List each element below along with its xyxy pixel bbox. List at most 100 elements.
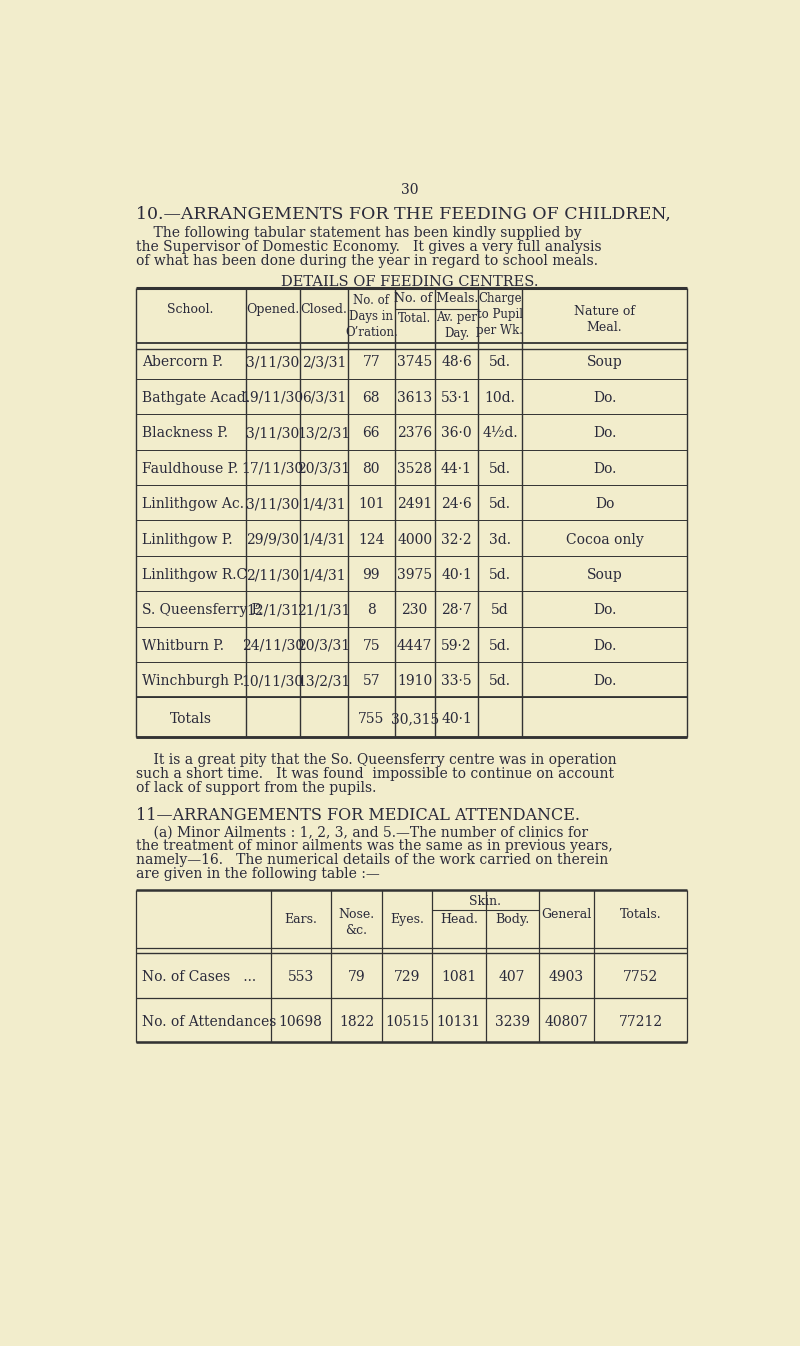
Text: S. Queensferry P.: S. Queensferry P. — [142, 603, 262, 618]
Text: DETAILS OF FEEDING CENTRES.: DETAILS OF FEEDING CENTRES. — [282, 276, 538, 289]
Text: 48·6: 48·6 — [441, 355, 472, 370]
Text: 5d.: 5d. — [489, 639, 511, 653]
Text: 11—ARRANGEMENTS FOR MEDICAL ATTENDANCE.: 11—ARRANGEMENTS FOR MEDICAL ATTENDANCE. — [136, 806, 580, 824]
Text: 4447: 4447 — [397, 639, 433, 653]
Text: 10698: 10698 — [278, 1015, 322, 1028]
Text: 5d.: 5d. — [489, 497, 511, 511]
Text: 10.—ARRANGEMENTS FOR THE FEEDING OF CHILDREN,: 10.—ARRANGEMENTS FOR THE FEEDING OF CHIL… — [136, 206, 670, 223]
Text: 2/3/31: 2/3/31 — [302, 355, 346, 370]
Text: 99: 99 — [362, 568, 380, 581]
Text: 1081: 1081 — [442, 970, 477, 984]
Text: Soup: Soup — [586, 355, 622, 370]
Text: School.: School. — [167, 303, 214, 316]
Text: 124: 124 — [358, 533, 385, 546]
Text: 10/11/30: 10/11/30 — [242, 674, 304, 688]
Text: Total.: Total. — [398, 312, 431, 326]
Text: 19/11/30: 19/11/30 — [242, 390, 304, 405]
Text: are given in the following table :—: are given in the following table :— — [136, 867, 379, 880]
Text: of lack of support from the pupils.: of lack of support from the pupils. — [136, 781, 376, 794]
Text: namely—16.   The numerical details of the work carried on therein: namely—16. The numerical details of the … — [136, 853, 608, 867]
Text: Totals.: Totals. — [620, 909, 662, 922]
Text: 3613: 3613 — [397, 390, 432, 405]
Text: 2376: 2376 — [397, 427, 432, 440]
Text: 79: 79 — [348, 970, 366, 984]
Text: 5d: 5d — [491, 603, 509, 618]
Text: of what has been done during the year in regard to school meals.: of what has been done during the year in… — [136, 254, 598, 268]
Text: Head.: Head. — [440, 913, 478, 926]
Text: Linlithgow R.C: Linlithgow R.C — [142, 568, 247, 581]
Text: 57: 57 — [362, 674, 380, 688]
Text: Do.: Do. — [593, 639, 616, 653]
Text: 40·1: 40·1 — [441, 568, 472, 581]
Text: Closed.: Closed. — [301, 303, 347, 316]
Text: Do.: Do. — [593, 427, 616, 440]
Text: 24/11/30: 24/11/30 — [242, 639, 304, 653]
Text: 40·1: 40·1 — [441, 712, 472, 725]
Text: 3/11/30: 3/11/30 — [246, 355, 299, 370]
Text: 10515: 10515 — [385, 1015, 429, 1028]
Text: 3528: 3528 — [397, 462, 432, 475]
Text: 40807: 40807 — [545, 1015, 589, 1028]
Text: Totals: Totals — [170, 712, 212, 725]
Text: 20/3/31: 20/3/31 — [298, 462, 350, 475]
Text: 66: 66 — [362, 427, 380, 440]
Text: Cocoa only: Cocoa only — [566, 533, 643, 546]
Text: Do.: Do. — [593, 390, 616, 405]
Text: 13/2/31: 13/2/31 — [298, 674, 350, 688]
Text: 3/11/30: 3/11/30 — [246, 427, 299, 440]
Text: Linlithgow P.: Linlithgow P. — [142, 533, 233, 546]
Text: 6/3/31: 6/3/31 — [302, 390, 346, 405]
Text: 553: 553 — [288, 970, 314, 984]
Text: 10d.: 10d. — [485, 390, 515, 405]
Text: 3/11/30: 3/11/30 — [246, 497, 299, 511]
Text: 1/4/31: 1/4/31 — [302, 533, 346, 546]
Text: No. of Attendances: No. of Attendances — [142, 1015, 276, 1028]
Text: 32·2: 32·2 — [441, 533, 472, 546]
Text: 3975: 3975 — [397, 568, 432, 581]
Text: 29/9/30: 29/9/30 — [246, 533, 299, 546]
Text: 59·2: 59·2 — [441, 639, 472, 653]
Text: 2/11/30: 2/11/30 — [246, 568, 299, 581]
Text: Soup: Soup — [586, 568, 622, 581]
Text: 13/2/31: 13/2/31 — [298, 427, 350, 440]
Text: Do.: Do. — [593, 674, 616, 688]
Text: No. of Meals.: No. of Meals. — [394, 292, 478, 306]
Text: General: General — [542, 909, 592, 922]
Text: 4903: 4903 — [549, 970, 584, 984]
Text: 75: 75 — [362, 639, 380, 653]
Text: 230: 230 — [402, 603, 428, 618]
Text: 53·1: 53·1 — [441, 390, 472, 405]
Text: 3745: 3745 — [397, 355, 432, 370]
Text: No. of Cases   ...: No. of Cases ... — [142, 970, 256, 984]
Text: It is a great pity that the So. Queensferry centre was in operation: It is a great pity that the So. Queensfe… — [136, 752, 616, 767]
Text: 36·0: 36·0 — [441, 427, 472, 440]
Text: 24·6: 24·6 — [441, 497, 472, 511]
Text: Body.: Body. — [495, 913, 530, 926]
Text: 5d.: 5d. — [489, 462, 511, 475]
Text: 77212: 77212 — [619, 1015, 663, 1028]
Text: Skin.: Skin. — [469, 895, 501, 907]
Text: 3d.: 3d. — [489, 533, 511, 546]
Text: 28·7: 28·7 — [441, 603, 472, 618]
Text: 10131: 10131 — [437, 1015, 481, 1028]
Text: 4½d.: 4½d. — [482, 427, 518, 440]
Text: Bathgate Acad.: Bathgate Acad. — [142, 390, 250, 405]
Text: 1/4/31: 1/4/31 — [302, 497, 346, 511]
Text: 21/1/31: 21/1/31 — [298, 603, 350, 618]
Text: 44·1: 44·1 — [441, 462, 472, 475]
Text: 101: 101 — [358, 497, 385, 511]
Text: Eyes.: Eyes. — [390, 913, 424, 926]
Text: Av. per
Day.: Av. per Day. — [436, 311, 477, 341]
Text: 77: 77 — [362, 355, 380, 370]
Text: 755: 755 — [358, 712, 385, 725]
Text: 2491: 2491 — [397, 497, 432, 511]
Text: Whitburn P.: Whitburn P. — [142, 639, 224, 653]
Text: 17/11/30: 17/11/30 — [242, 462, 304, 475]
Text: 1822: 1822 — [339, 1015, 374, 1028]
Text: 3239: 3239 — [494, 1015, 530, 1028]
Text: Opened.: Opened. — [246, 303, 299, 316]
Text: Do.: Do. — [593, 462, 616, 475]
Text: 407: 407 — [499, 970, 526, 984]
Text: 30: 30 — [402, 183, 418, 197]
Text: Do.: Do. — [593, 603, 616, 618]
